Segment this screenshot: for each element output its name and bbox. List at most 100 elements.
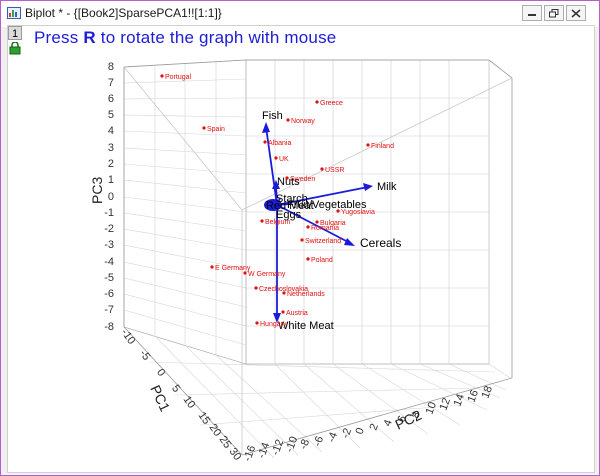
pc3-tick: 8 — [108, 61, 114, 73]
pc3-tick: 5 — [108, 109, 114, 121]
pc3-tick: 0 — [108, 191, 114, 203]
vector-white-meat — [273, 205, 281, 323]
observation-sweden: Sweden — [285, 176, 315, 183]
pc3-tick: -2 — [104, 223, 114, 235]
pc2-tick: -6 — [312, 435, 327, 448]
observation-belgium: Belgium — [260, 219, 290, 226]
observation-austria: Austria — [281, 310, 308, 317]
pc2-tick: -12 — [270, 438, 287, 457]
pc3-tick: 2 — [108, 158, 114, 170]
instruction-key: R — [83, 28, 96, 47]
pc3-tick: -8 — [104, 321, 114, 333]
variable-label-red-meat: Red Meat — [266, 200, 314, 212]
pc2-tick: -8 — [298, 438, 313, 451]
graph-window-icon — [7, 7, 21, 19]
svg-text:Belgium: Belgium — [265, 219, 290, 226]
pc3-tick: -4 — [104, 256, 114, 268]
variable-label-fish: Fish — [262, 110, 283, 122]
pc1-tick: -10 — [118, 327, 137, 347]
observation-points: Portugal Greece Spain Norway Albania Fin… — [160, 74, 394, 328]
observation-norway: Norway — [286, 118, 315, 125]
pc3-tick: -5 — [104, 272, 114, 284]
svg-text:Sweden: Sweden — [290, 176, 315, 183]
title-bar[interactable]: Biplot * - {[Book2]SparsePCA1!![1:1]} — [1, 1, 599, 27]
layer-1-tab[interactable]: 1 — [8, 26, 22, 40]
pc1-axis-title: PC1 — [147, 383, 173, 415]
pc1-tick: 20 — [207, 422, 224, 439]
observation-netherlands: Netherlands — [282, 291, 325, 298]
pc1-tick: 5 — [169, 383, 182, 395]
svg-text:USSR: USSR — [325, 167, 344, 174]
pc3-tick: 6 — [108, 93, 114, 105]
close-button[interactable] — [566, 5, 586, 21]
svg-text:Austria: Austria — [286, 310, 308, 317]
pc2-tick: 6 — [396, 414, 409, 424]
variable-label-starch: Starch — [276, 193, 308, 205]
pc2-tick: -2 — [340, 427, 355, 440]
rotate-instruction: Press R to rotate the graph with mouse — [34, 28, 336, 48]
pc3-tick: -1 — [104, 207, 114, 219]
observation-finland: Finland — [366, 143, 394, 150]
observation-poland: Poland — [306, 257, 333, 264]
graph-page[interactable] — [7, 25, 595, 473]
minimize-icon — [528, 14, 536, 16]
svg-text:E Germany: E Germany — [215, 265, 251, 272]
pc2-tick: 12 — [438, 396, 453, 412]
pc1-tick: 25 — [217, 434, 234, 451]
vector-milk — [276, 183, 373, 206]
lock-icon[interactable] — [9, 42, 21, 55]
vector-fish — [262, 122, 278, 206]
pc3-tick: 4 — [108, 125, 114, 137]
pc2-tick: 16 — [466, 388, 481, 404]
observation-romania: Romania — [306, 225, 339, 232]
pc3-tick: -6 — [104, 288, 114, 300]
left-wall-grid — [123, 59, 247, 365]
pc2-tick: 8 — [410, 410, 423, 420]
pc3-axis: 8 7 6 5 4 3 2 1 0 -1 -2 -3 -4 -5 -6 -7 -… — [89, 61, 114, 333]
minimize-button[interactable] — [522, 5, 542, 21]
observation-albania: Albania — [263, 140, 291, 147]
svg-text:Yugoslavia: Yugoslavia — [341, 209, 375, 216]
vector-origin-cluster — [264, 199, 282, 211]
pc3-tick: -7 — [104, 304, 114, 316]
variable-label-eggs: Eggs — [276, 209, 302, 221]
observation-yugoslavia: Yugoslavia — [336, 209, 375, 216]
svg-text:Portugal: Portugal — [165, 74, 192, 81]
pc3-tick: -3 — [104, 239, 114, 251]
floor-grid — [123, 326, 511, 459]
pc1-tick: 10 — [181, 394, 198, 411]
pc2-tick: 0 — [354, 426, 367, 436]
svg-text:Norway: Norway — [291, 118, 315, 125]
pc2-tick: -10 — [284, 435, 301, 454]
svg-text:Albania: Albania — [268, 140, 291, 147]
observation-ussr: USSR — [320, 167, 344, 174]
restore-button[interactable] — [544, 5, 564, 21]
instruction-suffix: to rotate the graph with mouse — [95, 28, 337, 47]
svg-text:Romania: Romania — [311, 225, 339, 232]
pc2-axis: -16 -14 -12 -10 -8 -6 -4 -2 0 2 4 6 8 10… — [242, 384, 495, 463]
svg-text:Netherlands: Netherlands — [287, 291, 325, 298]
back-wall-grid — [245, 59, 490, 365]
svg-text:Finland: Finland — [371, 143, 394, 150]
svg-text:Spain: Spain — [207, 126, 225, 133]
variable-label-white-meat: White Meat — [278, 320, 334, 332]
observation-bulgaria: Bulgaria — [315, 220, 346, 227]
instruction-prefix: Press — [34, 28, 84, 47]
loading-vectors — [262, 122, 373, 323]
pc2-tick: 18 — [480, 384, 495, 400]
observation-w-germany: W Germany — [243, 271, 286, 278]
observation-spain: Spain — [202, 126, 225, 133]
pc2-tick: 4 — [382, 418, 395, 428]
svg-text:W Germany: W Germany — [248, 271, 286, 278]
variable-label-cereals: Cereals — [360, 236, 401, 250]
variable-labels: Fish Nuts Milk Cereals Fruit/Vegetables … — [262, 110, 401, 332]
box-frame — [123, 59, 513, 456]
restore-icon — [549, 8, 559, 17]
svg-text:Hungary: Hungary — [260, 321, 287, 328]
pc3-tick: 3 — [108, 142, 114, 154]
pc2-tick: -14 — [256, 441, 273, 460]
svg-text:Poland: Poland — [311, 257, 333, 264]
pc1-tick: 30 — [227, 446, 244, 463]
observation-portugal: Portugal — [160, 74, 192, 81]
